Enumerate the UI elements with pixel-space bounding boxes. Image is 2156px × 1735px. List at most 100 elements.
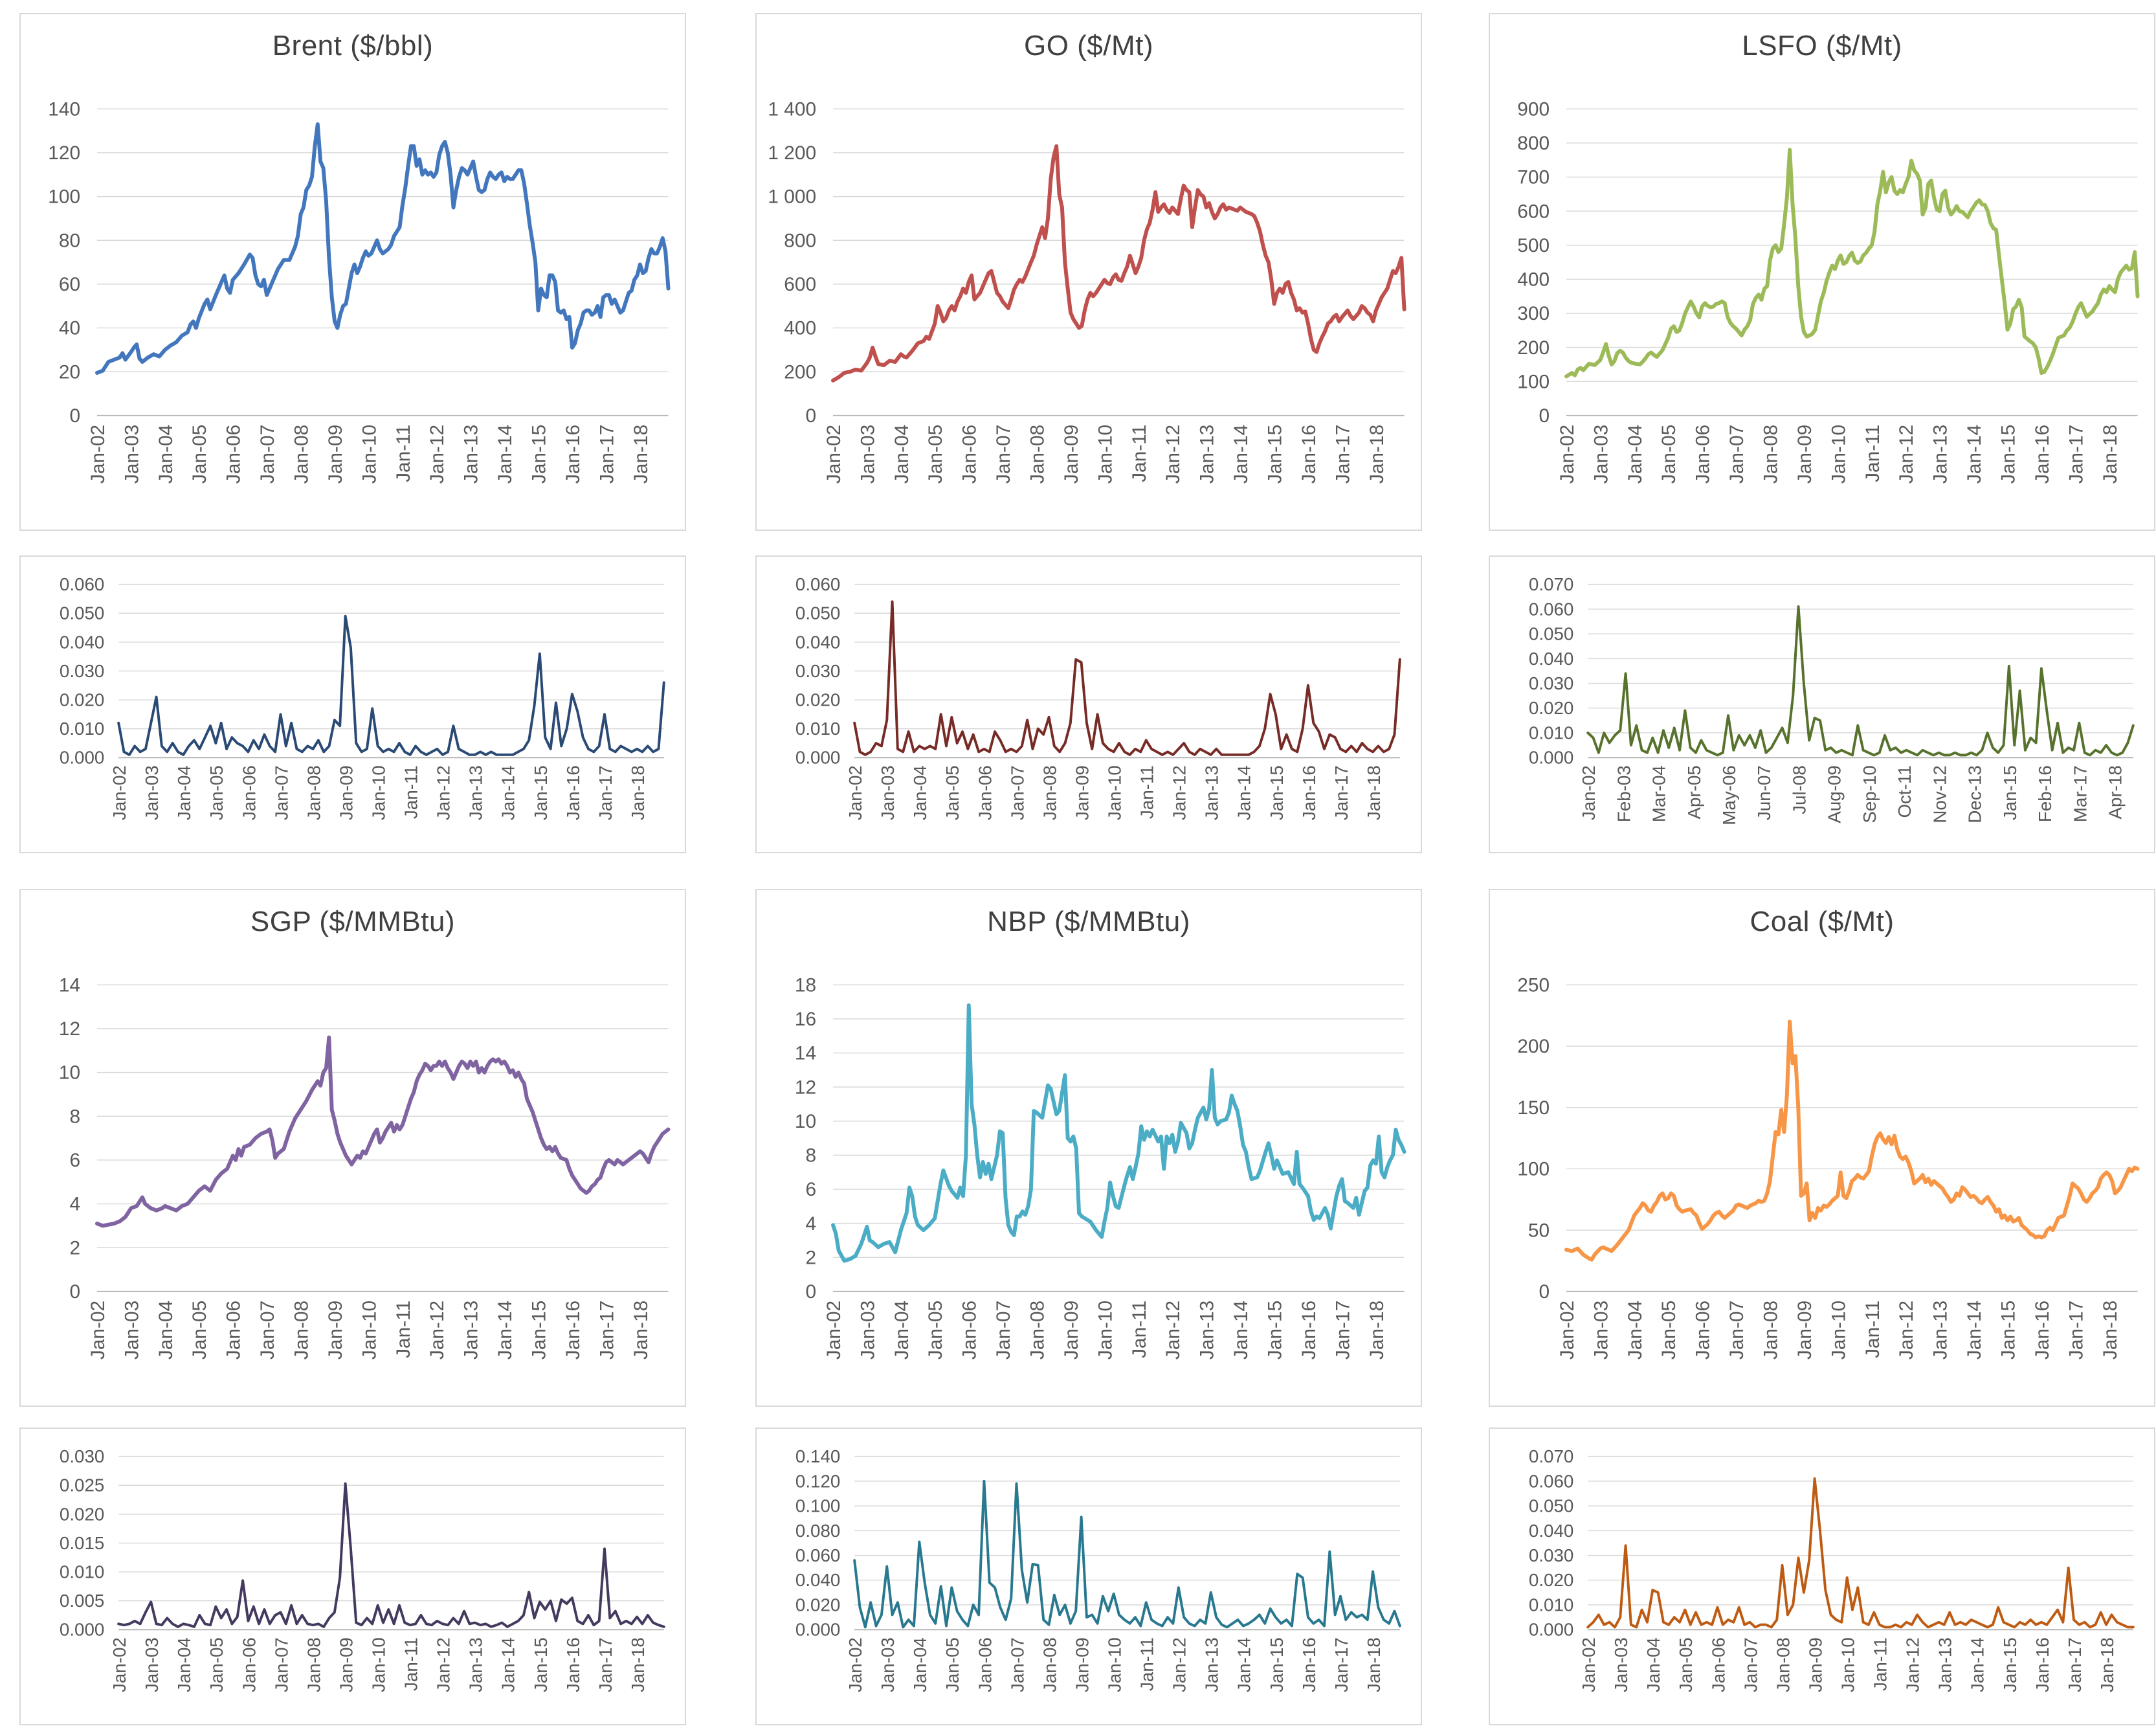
x-tick-label: Jan-06 — [975, 765, 995, 820]
x-tick-label: Mar-17 — [2070, 765, 2090, 822]
y-tick-label: 200 — [784, 361, 816, 383]
x-tick-label: Jan-04 — [174, 1637, 194, 1692]
x-tick-label: Jan-10 — [1095, 425, 1116, 484]
x-tick-label: Jan-09 — [1794, 1301, 1816, 1360]
x-tick-label: Jan-12 — [427, 425, 448, 484]
x-tick-label: Jan-02 — [87, 425, 109, 484]
x-tick-label: Sep-10 — [1860, 765, 1880, 823]
y-tick-label: 0.050 — [795, 603, 840, 623]
y-tick-label: 140 — [48, 98, 80, 120]
x-tick-label: Jan-13 — [461, 425, 482, 484]
x-tick-label: Jan-11 — [393, 1301, 414, 1358]
y-tick-label: 40 — [59, 318, 80, 339]
x-tick-label: Jan-03 — [142, 1637, 162, 1692]
x-tick-label: Jan-11 — [1137, 1637, 1157, 1691]
x-tick-label: Jan-18 — [1364, 1637, 1384, 1692]
x-tick-label: Jan-05 — [925, 425, 946, 484]
y-tick-label: 120 — [48, 142, 80, 164]
y-tick-label: 0.030 — [60, 1446, 104, 1466]
x-tick-label: Jan-06 — [239, 765, 259, 820]
brent-volatility-chart: 0.000 0.010 0.020 0.030 0.040 0.050 0.060 Jan-0… — [60, 574, 665, 820]
x-tick-label: Jan-14 — [1234, 765, 1254, 820]
x-tick-label: Jan-13 — [1930, 425, 1951, 484]
sgp-volatility-series-line — [117, 1482, 665, 1628]
x-tick-label: Jan-16 — [1299, 1637, 1319, 1692]
y-tick-label: 0 — [70, 405, 81, 427]
x-tick-label: Jan-14 — [1964, 425, 1985, 484]
x-tick-label: Jan-02 — [109, 1637, 129, 1692]
x-tick-label: Jan-05 — [1658, 425, 1680, 484]
x-tick-label: Jan-08 — [1761, 425, 1782, 484]
y-tick-label: 8 — [806, 1145, 817, 1167]
x-tick-label: Jan-11 — [401, 1637, 421, 1691]
x-tick-label: Jan-02 — [1579, 1637, 1599, 1692]
x-tick-label: Jan-16 — [1298, 425, 1320, 484]
x-tick-label: Jan-12 — [1170, 1637, 1190, 1692]
y-tick-label: 0.030 — [60, 661, 104, 681]
x-tick-label: Jan-09 — [1061, 1301, 1082, 1360]
x-tick-label: Mar-04 — [1649, 765, 1669, 822]
y-tick-label: 500 — [1517, 235, 1550, 256]
panel-brent-volatility: 0.000 0.010 0.020 0.030 0.040 0.050 0.060 Jan-0… — [19, 555, 686, 853]
x-tick-label: Jan-15 — [529, 425, 550, 484]
y-tick-label: 60 — [59, 274, 80, 295]
y-tick-label: 300 — [1517, 303, 1550, 324]
x-tick-label: Jan-02 — [1557, 425, 1578, 484]
y-tick-label: 0.000 — [60, 748, 104, 768]
x-tick-label: Jan-15 — [1265, 425, 1286, 484]
x-tick-label: Jan-09 — [1061, 425, 1082, 484]
x-tick-label: Jan-12 — [1903, 1637, 1923, 1692]
x-tick-label: Jan-06 — [223, 1301, 245, 1360]
x-tick-label: Jan-06 — [1693, 425, 1714, 484]
x-tick-label: Jan-02 — [1579, 765, 1599, 820]
y-tick-label: 0.000 — [1529, 1620, 1573, 1640]
x-tick-label: Jan-03 — [857, 425, 878, 484]
x-tick-label: Oct-11 — [1895, 765, 1915, 818]
y-tick-label: 0.020 — [795, 1595, 840, 1615]
panel-brent-price: 0 20 40 60 80 100 120 140 Jan-02 Jan-03 Jan-04 Jan-… — [19, 13, 686, 531]
x-tick-label: Jan-05 — [1676, 1637, 1696, 1692]
panel-coal-price: 0 50 100 150 200 250 Jan-02 Jan-03 Jan-04 Jan-05 J… — [1489, 889, 2155, 1407]
x-tick-label: Jan-12 — [1162, 1301, 1184, 1360]
y-tick-label: 800 — [1517, 133, 1550, 154]
y-tick-label: 0.000 — [795, 1620, 840, 1640]
x-tick-label: Jan-16 — [2032, 425, 2053, 484]
nbp-volatility-series-line — [853, 1479, 1401, 1629]
x-tick-label: Jan-07 — [257, 425, 278, 484]
x-tick-label: Jan-18 — [630, 1301, 652, 1360]
x-tick-label: Jan-09 — [325, 1301, 346, 1360]
lsfo-price-series-line — [1564, 148, 2140, 379]
y-tick-label: 0.060 — [795, 574, 840, 594]
x-tick-label: Jan-17 — [1331, 1637, 1351, 1692]
y-tick-label: 20 — [59, 361, 80, 383]
nbp-price-chart: 0 2 4 6 8 10 12 14 16 18 Jan-02 Jan-03 Jan-04 Jan-05 J… — [795, 974, 1406, 1360]
x-tick-label: Jan-11 — [1862, 1301, 1884, 1358]
panel-sgp-price: 0 2 4 6 8 10 12 14 Jan-02 Jan-03 Jan-04 Jan-05 Jan-0… — [19, 889, 686, 1407]
brent-volatility-series-line — [117, 614, 665, 756]
x-tick-label: Jan-11 — [401, 765, 421, 819]
x-tick-label: Jan-06 — [1693, 1301, 1714, 1360]
x-tick-label: Jan-13 — [466, 765, 486, 820]
x-tick-label: Jan-11 — [1871, 1637, 1891, 1691]
x-tick-label: Jan-14 — [495, 1301, 516, 1360]
x-tick-label: Jan-18 — [2100, 425, 2121, 484]
x-tick-label: Jan-14 — [1968, 1637, 1988, 1692]
y-tick-label: 0.030 — [795, 661, 840, 681]
x-tick-label: Jan-08 — [1773, 1637, 1793, 1692]
x-tick-label: Jan-03 — [1590, 425, 1612, 484]
y-tick-label: 0.050 — [60, 603, 104, 623]
x-tick-label: Jan-16 — [563, 765, 583, 820]
x-tick-label: Jan-06 — [223, 425, 245, 484]
panel-go-price: 0 200 400 600 800 1 000 1 200 1 400 Jan-02 Jan-03… — [755, 13, 1422, 531]
x-tick-label: Jan-15 — [1998, 425, 2019, 484]
y-tick-label: 0.140 — [795, 1446, 840, 1466]
panel-sgp-volatility: 0.000 0.005 0.010 0.015 0.020 0.025 0.030 Jan-0… — [19, 1427, 686, 1725]
x-tick-label: Jan-14 — [498, 1637, 518, 1692]
x-tick-label: Jan-09 — [1072, 1637, 1092, 1692]
x-tick-label: Jul-08 — [1789, 765, 1809, 814]
coal-volatility-chart: 0.000 0.010 0.020 0.030 0.040 0.050 0.060 0.070… — [1529, 1446, 2135, 1692]
y-tick-label: 80 — [59, 230, 80, 251]
x-tick-label: Jan-10 — [1828, 425, 1849, 484]
x-tick-label: Jan-05 — [942, 1637, 962, 1692]
x-tick-label: Jan-17 — [595, 765, 616, 820]
